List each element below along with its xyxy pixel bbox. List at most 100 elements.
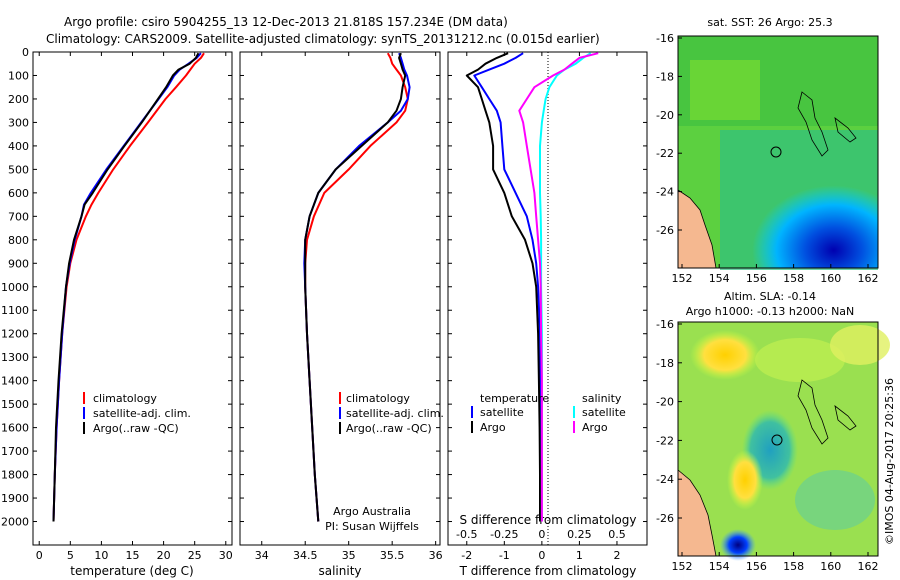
depth-tick-label: 1600 [1, 422, 29, 435]
legend-label-s-satellite: satellite [582, 406, 626, 419]
map-y-tick-label: -22 [656, 434, 674, 447]
sst-map-argo-position [770, 146, 782, 158]
difference-legend-temperature: temperature satellite Argo [471, 392, 549, 434]
temperature-series [52, 52, 205, 522]
legend-label-t-argo: Argo [480, 421, 506, 434]
timestamp-credit: ©IMOS 04-Aug-2017 20:25:36 [883, 378, 896, 545]
map-x-tick-label: 154 [709, 560, 730, 573]
legend-label-satellite: satellite-adj. clim. [346, 407, 444, 420]
map-x-tick-label: 152 [672, 272, 693, 285]
sla-map-low-anomaly [795, 470, 875, 530]
depth-tick-label: 1200 [1, 328, 29, 341]
depth-tick-label: 1400 [1, 375, 29, 388]
map-x-tick-label: 160 [820, 272, 841, 285]
depth-tick-label: 800 [8, 234, 29, 247]
series-line-temperature-satellite [473, 52, 542, 522]
depth-tick-label: 300 [8, 116, 29, 129]
s-tick-label: -0.25 [490, 528, 518, 541]
sla-map-deep-low [720, 529, 756, 561]
temperature-legend: climatology satellite-adj. clim. Argo(..… [83, 392, 191, 435]
sla-map-x-ticks: 152 154 156 158 160 162 [672, 552, 879, 573]
map-x-tick-label: 156 [746, 560, 767, 573]
map-y-tick-label: -20 [656, 109, 674, 122]
salinity-legend: climatology satellite-adj. clim. Argo(..… [339, 392, 444, 435]
x-tick-label: 34 [255, 549, 269, 562]
sla-map-high-anomaly [690, 330, 760, 380]
salinity-annotation-line1: Argo Australia [333, 505, 411, 518]
sla-map-y-ticks: -16 -18 -20 -22 -24 -26 [656, 318, 682, 525]
s-tick-label: 0.25 [567, 528, 592, 541]
series-line-salinity-argo [518, 52, 599, 522]
x-tick-label: 15 [126, 549, 140, 562]
salinity-x-ticks: 34 34.5 35 35.5 36 [255, 52, 443, 562]
s-tick-label: 0.5 [608, 528, 626, 541]
depth-tick-label: 1500 [1, 398, 29, 411]
map-x-tick-label: 158 [783, 272, 804, 285]
x-tick-label: 0 [36, 549, 43, 562]
sla-map-argo-position [771, 434, 783, 446]
x-tick-label: -1 [499, 549, 510, 562]
depth-tick-label: 1700 [1, 445, 29, 458]
series-line-temperature-argo [465, 52, 541, 522]
sst-map-cold-pool [730, 150, 878, 268]
x-tick-label: 34.5 [293, 549, 318, 562]
x-tick-label: 25 [188, 549, 202, 562]
map-x-tick-label: 162 [858, 272, 879, 285]
sla-map-high-anomaly [830, 325, 890, 365]
legend-label-argo: Argo(..raw -QC) [346, 422, 432, 435]
series-line-argo-raw-qc- [304, 52, 407, 522]
map-y-tick-label: -18 [656, 70, 674, 83]
difference-legend-salinity: salinity satellite Argo [573, 392, 626, 434]
map-y-tick-label: -24 [656, 473, 674, 486]
map-x-tick-label: 152 [672, 560, 693, 573]
depth-tick-label: 100 [8, 69, 29, 82]
map-x-tick-label: 162 [858, 560, 879, 573]
sst-map-title: sat. SST: 26 Argo: 25.3 [707, 16, 832, 29]
salinity-plot-frame [239, 51, 441, 546]
depth-tick-label: 700 [8, 210, 29, 223]
map-y-tick-label: -18 [656, 357, 674, 370]
legend-label-s-argo: Argo [582, 421, 608, 434]
x-tick-label: 5 [67, 549, 74, 562]
x-tick-label: 35 [342, 549, 356, 562]
depth-tick-label: 1000 [1, 281, 29, 294]
legend-label-t-satellite: satellite [480, 406, 524, 419]
legend-heading-temperature: temperature [480, 392, 549, 405]
s-tick-label: -0.5 [456, 528, 477, 541]
sst-map-x-ticks: 152 154 156 158 160 162 [672, 264, 879, 285]
salinity-annotation-line2: PI: Susan Wijffels [325, 520, 419, 533]
sla-map-high-anomaly [727, 450, 763, 510]
sst-map [677, 35, 879, 270]
difference-series [465, 52, 599, 522]
sla-map-frame [677, 321, 879, 557]
depth-tick-label: 200 [8, 93, 29, 106]
legend-label-climatology: climatology [93, 392, 157, 405]
difference-x-ticks: -2 -1 0 1 2 -0.5 -0.25 0 0.25 0.5 [456, 52, 626, 562]
x-tick-label: 35.5 [380, 549, 405, 562]
salinity-xlabel: salinity [318, 564, 361, 578]
map-y-tick-label: -22 [656, 147, 674, 160]
temperature-plot-frame [32, 51, 233, 546]
figure-title-line2: Climatology: CARS2009. Satellite-adjuste… [46, 32, 600, 46]
x-tick-label: 20 [157, 549, 171, 562]
legend-heading-salinity: salinity [582, 392, 622, 405]
map-x-tick-label: 156 [746, 272, 767, 285]
map-y-tick-label: -16 [656, 318, 674, 331]
figure-title-line1: Argo profile: csiro 5904255_13 12-Dec-20… [64, 15, 508, 29]
salinity-series [303, 52, 411, 522]
legend-label-climatology: climatology [346, 392, 410, 405]
sst-map-frame [677, 35, 879, 269]
sst-map-reef-outline [797, 91, 829, 157]
sst-map-reef-outline [834, 117, 857, 143]
map-y-tick-label: -16 [656, 32, 674, 45]
depth-tick-label: 1800 [1, 469, 29, 482]
temperature-xlabel: temperature (deg C) [70, 564, 193, 578]
x-tick-label: 1 [576, 549, 583, 562]
map-y-tick-label: -20 [656, 396, 674, 409]
depth-tick-label: 600 [8, 187, 29, 200]
x-tick-label: 36 [429, 549, 443, 562]
temperature-x-ticks: 0 5 10 15 20 25 30 [36, 52, 233, 562]
sla-map [677, 321, 890, 561]
map-x-tick-label: 158 [783, 560, 804, 573]
map-y-tick-label: -24 [656, 186, 674, 199]
